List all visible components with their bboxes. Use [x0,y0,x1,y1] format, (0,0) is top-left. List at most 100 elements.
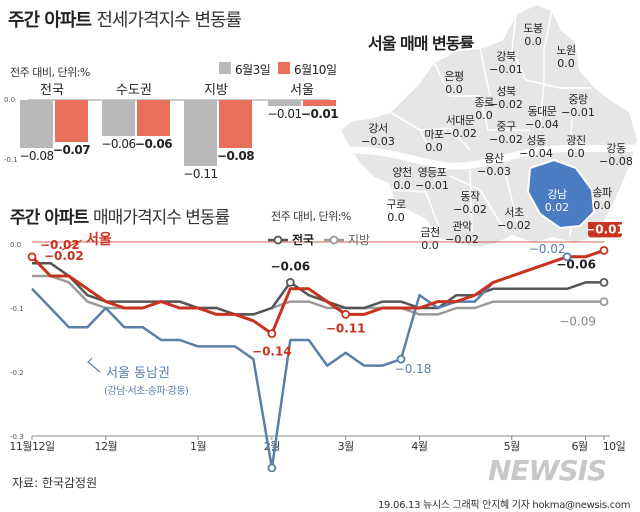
jeonse-bar [20,100,53,148]
jeonse-subtitle: 전주 대비, 단위:% [10,66,90,79]
map-district-value: 0.0 [393,179,411,192]
legend-swatch-jun3 [219,62,231,74]
sale-x-label: 3월 [338,440,354,453]
source-note: 자료: 한국감정원 [12,476,98,490]
map-district-value: −0.02 [497,219,531,232]
annotation-label: −0.14 [252,345,292,359]
newsis-logo: NEWSIS [488,454,607,487]
jeonse-bar-value-label: −0.01 [267,107,301,121]
annotation-point [267,463,277,472]
map-district-value: 0.0 [445,83,463,96]
han-river [349,144,637,170]
district-border [479,47,491,97]
annotation-label: −0.09 [559,315,596,329]
map-title: 서울 매매 변동률 [368,34,474,53]
seoul-label-leader [61,239,83,251]
annotation-point [599,297,609,306]
jeonse-category-label: 서울 [290,83,314,98]
jeonse-bar-value-label: −0.11 [183,167,217,181]
map-district-value: −0.01 [489,63,523,76]
map-district-name: 영등포 [418,166,447,179]
legend-swatch-jun10 [278,62,290,74]
jeonse-bar-value-label: −0.08 [217,149,254,163]
seoul-latest-badge [588,222,622,238]
annotation-label: −0.02 [529,242,566,256]
legend-label-jun10: 6월10일 [294,63,337,77]
gangnam-label-leader [87,357,101,373]
map-district-name: 서초 [504,206,524,219]
map-district-value: 0.0 [524,35,542,48]
map-district-value: 0.0 [475,109,493,122]
seoul-start-value: −0.02 [44,249,84,263]
district-border [525,79,592,89]
district-border [449,175,507,233]
map-district-name: 성북 [496,85,516,98]
credit-line: 19.06.13 뉴시스 그래픽 안지혜 기자 hokma@newsis.com [378,500,631,511]
map-district-value: 0.0 [567,147,585,160]
map-district-name: 송파 [592,186,612,199]
district-border [469,169,473,233]
map-district-value: −0.02 [489,133,523,146]
map-district-value: −0.03 [477,165,511,178]
series-label-seoul: 서울 [86,231,112,248]
district-border [539,79,545,131]
annotation-label: −0.02 [40,238,80,252]
annotation-point [396,354,406,364]
map-district-name: 중랑 [568,93,588,106]
annotation-label: −0.06 [556,257,596,271]
map-district-name: 마포 [424,128,444,141]
sale-title-bold: 주간 아파트 [10,208,89,228]
jeonse-bar-value-label: −0.01 [301,107,338,121]
map-district-name: 양천 [392,165,411,179]
jeonse-category-label: 수도권 [116,83,152,98]
annotation-point [599,245,609,255]
map-district-name: 구로 [386,198,406,211]
legend-label-jun3: 6월3일 [235,63,271,77]
annotation-point [27,252,37,262]
map-district-value: 0.0 [387,211,405,224]
map-district-value: 0.02 [545,201,570,214]
map-district-name: 강북 [496,50,516,63]
district-border [569,95,575,147]
map-district-value: −0.02 [453,203,487,216]
annotation-point [267,329,277,338]
sale-x-label: 4월 [411,440,427,453]
map-district-value: 0.0 [425,141,443,154]
jeonse-ytick-0: 0.0 [4,96,15,104]
map-district-value: −0.04 [525,118,559,131]
district-border [479,95,530,131]
map-district-name: 중구 [496,120,516,133]
map-district-value: −0.02 [445,233,479,246]
map-district-name: 동대문 [528,105,557,118]
sale-x-label: 5월 [504,440,520,453]
map-district-name: 서대문 [446,114,475,127]
jeonse-title: 주간 아파트 전세가격지수 변동률 [8,6,242,32]
series-label-gangnam: 서울 동남권 [106,366,170,381]
map-district-value: −0.02 [489,98,523,111]
district-border [543,9,553,80]
jeonse-category-label: 전국 [40,83,64,98]
map-district-value: 0.0 [593,199,611,212]
sale-title: 주간 아파트 매매가격지수 변동률 [10,203,230,228]
annotation-point [285,278,295,287]
sale-x-label: 6월 [571,440,587,453]
sale-x-label: 1월 [190,440,206,453]
legend-label-province: 지방 [348,233,370,247]
jeonse-title-bold: 주간 아파트 [8,10,92,31]
jeonse-category-label: 지방 [204,83,228,98]
legend-marker-national [273,235,283,245]
jeonse-bar-value-label: −0.06 [101,137,135,151]
jeonse-bar [137,100,170,136]
sale-subtitle: 전주 대비, 단위:% [271,210,351,223]
annotation-label: −0.01 [585,222,625,236]
annotation-label: −0.11 [326,321,366,335]
map-district-value: −0.02 [443,127,477,140]
map-district-name: 금천 [420,225,439,239]
district-border [505,175,521,233]
map-district-name: 성동 [526,134,546,147]
map-district-name: 강동 [606,142,626,155]
